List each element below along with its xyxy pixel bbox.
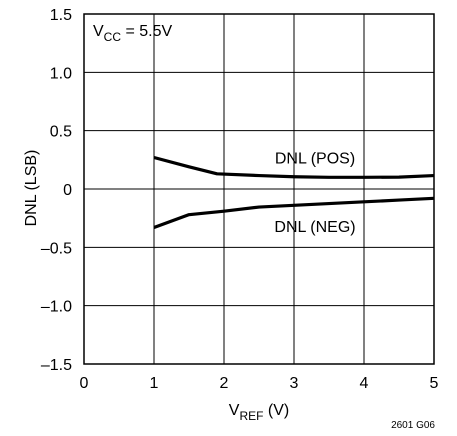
x-tick-labels: 0 1 2 3 4 5 (80, 375, 439, 392)
series-lines (153, 155, 435, 230)
y-tick-label: 0 (63, 182, 72, 199)
x-tick-label: 1 (150, 375, 159, 392)
series-label: DNL (POS) (275, 150, 355, 167)
y-tick-labels: –1.5 –1.0 –0.5 0 0.5 1.0 1.5 (41, 7, 72, 374)
plot-frame (83, 13, 435, 365)
series-label: DNL (NEG) (274, 219, 355, 236)
y-tick-label: 0.5 (50, 124, 72, 141)
series-line-dnl-neg (153, 196, 435, 230)
x-axis-label: VREF (V) (229, 402, 289, 423)
x-tick-label: 4 (360, 375, 369, 392)
x-tick-label: 3 (290, 375, 299, 392)
y-tick-label: 1.5 (50, 7, 72, 24)
x-tick-label: 2 (220, 375, 229, 392)
vcc-annotation: VCC = 5.5V (93, 23, 172, 44)
y-tick-label: –1.0 (41, 299, 72, 316)
series-line-dnl-pos (153, 155, 435, 179)
y-tick-label: –1.5 (41, 357, 72, 374)
x-tick-label: 5 (430, 375, 439, 392)
figure-id: 2601 G06 (391, 420, 435, 431)
y-axis-label: DNL (LSB) (23, 150, 40, 227)
grid-lines (83, 13, 435, 365)
y-tick-label: –0.5 (41, 240, 72, 257)
series-labels: DNL (POS) DNL (NEG) (274, 150, 355, 236)
y-tick-label: 1.0 (50, 65, 72, 82)
x-tick-label: 0 (80, 375, 89, 392)
